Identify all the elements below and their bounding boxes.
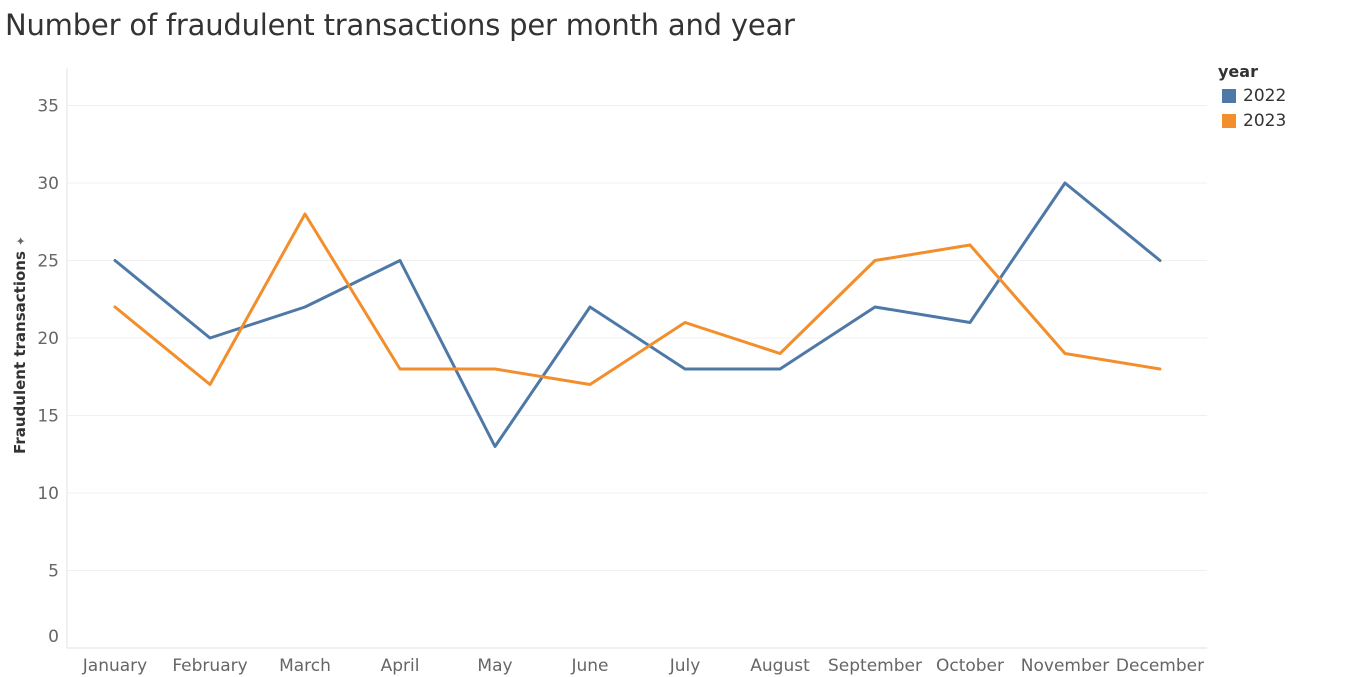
y-tick-label: 30 (37, 174, 59, 194)
x-tick-label: June (570, 656, 608, 676)
y-tick-label: 10 (37, 484, 59, 504)
legend-item-2022[interactable]: 2022 (1218, 83, 1286, 108)
y-tick-label: 35 (37, 97, 59, 117)
y-tick-labels: 0 5 10 15 20 25 30 35 (37, 97, 59, 648)
legend-title: year (1218, 62, 1258, 81)
legend-label: 2022 (1243, 85, 1287, 106)
x-tick-label: July (669, 656, 701, 676)
series-lines (113, 181, 1162, 448)
legend-label: 2023 (1243, 110, 1287, 131)
x-tick-label: May (477, 656, 512, 676)
x-tick-label: August (750, 656, 810, 676)
pin-icon[interactable]: ✦ (14, 236, 28, 247)
y-axis-title: Fraudulent transactions ✦ (11, 236, 29, 454)
series-line-2023 (113, 212, 1162, 386)
legend-swatch (1222, 88, 1236, 103)
x-tick-label: September (828, 656, 922, 676)
x-tick-label: February (172, 656, 247, 676)
series-line-2022 (113, 181, 1162, 448)
y-tick-label: 5 (48, 562, 59, 582)
x-tick-labels: January February March April May June July Augu… (82, 656, 1204, 676)
x-tick-label: January (82, 656, 147, 676)
y-tick-label: 25 (37, 252, 59, 272)
y-tick-label: 0 (48, 627, 59, 647)
y-tick-label: 20 (37, 329, 59, 349)
y-axis-label: Fraudulent transactions (11, 251, 29, 454)
x-tick-label: April (381, 656, 420, 676)
x-tick-label: November (1021, 656, 1109, 676)
axes (66, 68, 1207, 649)
x-tick-label: December (1116, 656, 1204, 676)
legend-item-2023[interactable]: 2023 (1218, 108, 1286, 133)
y-tick-label: 15 (37, 407, 59, 427)
legend: year 2022 2023 (1218, 62, 1286, 133)
x-tick-label: March (279, 656, 331, 676)
chart-title: Number of fraudulent transactions per mo… (5, 8, 795, 42)
x-tick-label: October (936, 656, 1004, 676)
legend-swatch (1222, 113, 1236, 128)
gridlines (67, 105, 1207, 571)
